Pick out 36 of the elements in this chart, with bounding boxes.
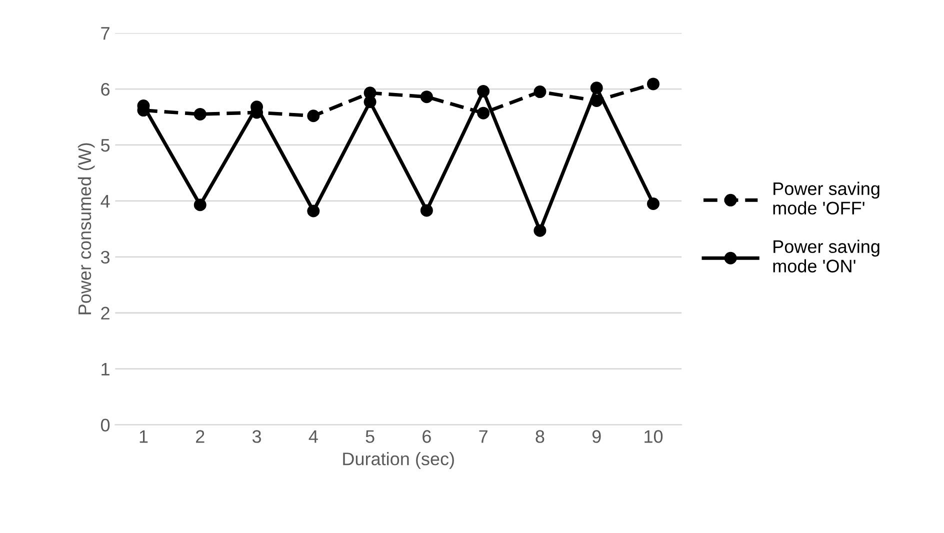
point — [477, 106, 490, 120]
point — [477, 85, 490, 98]
x-tick-label: 4 — [308, 430, 318, 443]
x-tick-label: 10 — [644, 430, 663, 443]
point — [647, 78, 660, 90]
point — [534, 224, 546, 237]
point — [194, 198, 206, 212]
x-axis-title: Duration (sec) — [343, 452, 454, 469]
x-tick-label: 6 — [422, 430, 431, 443]
x-tick-label: 7 — [479, 430, 488, 443]
x-tick-label: 2 — [196, 430, 204, 443]
legend-label: Power saving mode 'ON' — [773, 240, 880, 272]
x-tick-label: 3 — [252, 430, 261, 443]
x-tick-label: 9 — [592, 430, 601, 443]
y-tick-label: 7 — [101, 27, 110, 40]
point — [194, 108, 206, 120]
point — [307, 110, 320, 122]
y-tick-label: 6 — [101, 82, 110, 96]
y-tick-label: 5 — [100, 139, 110, 152]
point — [420, 90, 433, 104]
y-tick-label: 2 — [101, 306, 110, 320]
x-tick-label: 8 — [536, 430, 544, 443]
y-axis-title: Power consumed (W) — [78, 143, 95, 314]
point — [420, 204, 433, 217]
point — [590, 82, 603, 94]
point — [364, 96, 376, 108]
y-tick-label: 3 — [100, 250, 110, 264]
legend-label: Power saving mode 'OFF' — [773, 182, 880, 215]
x-tick-label: 5 — [366, 430, 374, 443]
point — [534, 86, 546, 98]
point — [647, 197, 660, 210]
y-tick-label: 1 — [102, 362, 110, 376]
point — [307, 204, 320, 218]
y-tick-label: 0 — [100, 418, 110, 432]
x-tick-label: 1 — [140, 430, 148, 443]
y-tick-label: 4 — [100, 195, 110, 208]
